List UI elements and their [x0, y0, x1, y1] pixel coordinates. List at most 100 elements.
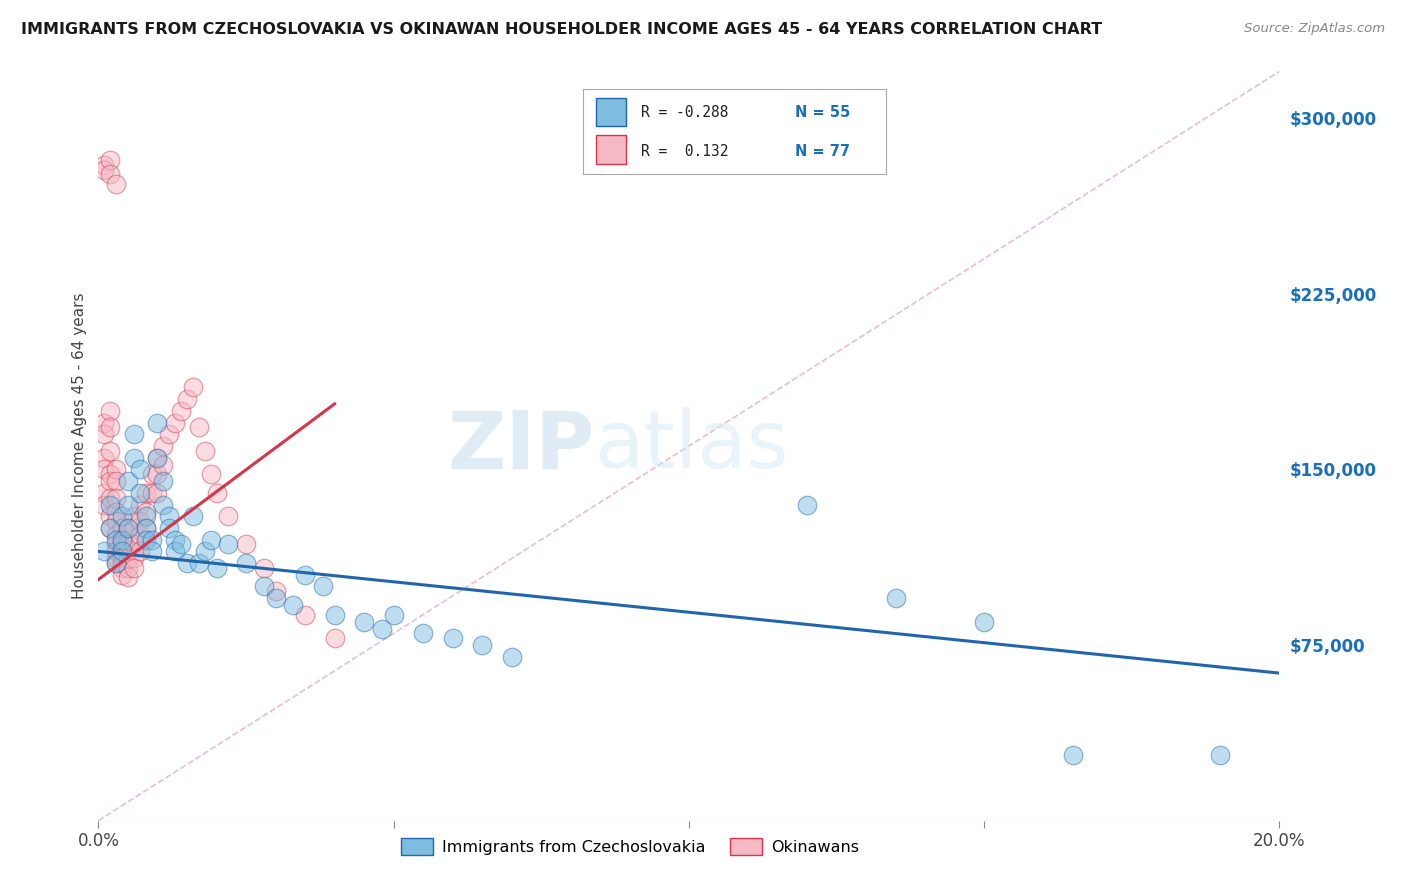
- Point: [146, 450, 169, 465]
- Point: [152, 458, 174, 472]
- Point: [93, 544, 115, 558]
- Point: [312, 580, 335, 594]
- Point: [98, 404, 121, 418]
- Point: [117, 521, 139, 535]
- Point: [105, 556, 128, 570]
- Point: [111, 567, 134, 582]
- Point: [181, 380, 204, 394]
- Point: [135, 485, 157, 500]
- Point: [111, 533, 134, 547]
- Point: [157, 521, 180, 535]
- Point: [323, 631, 346, 645]
- Point: [200, 467, 222, 482]
- Point: [884, 591, 907, 606]
- Point: [105, 537, 128, 551]
- Point: [501, 649, 523, 664]
- Point: [170, 404, 193, 418]
- Point: [128, 462, 150, 476]
- Point: [157, 509, 180, 524]
- Point: [117, 521, 139, 535]
- Point: [117, 537, 139, 551]
- Point: [253, 580, 276, 594]
- Point: [93, 498, 115, 512]
- Point: [205, 561, 228, 575]
- Point: [98, 521, 121, 535]
- Point: [973, 615, 995, 629]
- Point: [128, 485, 150, 500]
- Text: IMMIGRANTS FROM CZECHOSLOVAKIA VS OKINAWAN HOUSEHOLDER INCOME AGES 45 - 64 YEARS: IMMIGRANTS FROM CZECHOSLOVAKIA VS OKINAW…: [21, 22, 1102, 37]
- Point: [152, 474, 174, 488]
- Point: [111, 509, 134, 524]
- Point: [93, 450, 115, 465]
- Text: N = 77: N = 77: [796, 144, 851, 159]
- Point: [117, 551, 139, 566]
- Point: [353, 615, 375, 629]
- Point: [98, 474, 121, 488]
- Point: [1062, 747, 1084, 762]
- Point: [141, 485, 163, 500]
- Point: [176, 392, 198, 407]
- Point: [93, 462, 115, 476]
- Legend: Immigrants from Czechoslovakia, Okinawans: Immigrants from Czechoslovakia, Okinawan…: [394, 832, 866, 862]
- Point: [98, 443, 121, 458]
- Point: [323, 607, 346, 622]
- Point: [187, 420, 209, 434]
- Point: [264, 584, 287, 599]
- Y-axis label: Householder Income Ages 45 - 64 years: Householder Income Ages 45 - 64 years: [72, 293, 87, 599]
- Point: [117, 561, 139, 575]
- Point: [98, 521, 121, 535]
- Point: [235, 537, 257, 551]
- Point: [93, 162, 115, 177]
- Point: [98, 498, 121, 512]
- Point: [194, 443, 217, 458]
- Point: [98, 509, 121, 524]
- Point: [128, 528, 150, 542]
- Point: [111, 551, 134, 566]
- Point: [93, 427, 115, 442]
- Point: [122, 450, 145, 465]
- Point: [98, 491, 121, 505]
- Point: [98, 420, 121, 434]
- Point: [181, 509, 204, 524]
- Point: [135, 533, 157, 547]
- Point: [105, 544, 128, 558]
- Point: [105, 505, 128, 519]
- Point: [253, 561, 276, 575]
- Point: [117, 544, 139, 558]
- Point: [1209, 747, 1232, 762]
- Point: [152, 498, 174, 512]
- Point: [122, 427, 145, 442]
- Text: N = 55: N = 55: [796, 104, 851, 120]
- Point: [217, 509, 239, 524]
- Point: [294, 607, 316, 622]
- Point: [105, 533, 128, 547]
- Point: [111, 544, 134, 558]
- Point: [146, 485, 169, 500]
- Point: [194, 544, 217, 558]
- FancyBboxPatch shape: [596, 135, 626, 164]
- Point: [165, 544, 187, 558]
- Point: [217, 537, 239, 551]
- Text: ZIP: ZIP: [447, 407, 595, 485]
- Point: [105, 514, 128, 528]
- Point: [170, 537, 193, 551]
- Point: [98, 467, 121, 482]
- Point: [105, 177, 128, 191]
- Point: [412, 626, 434, 640]
- Point: [98, 153, 121, 168]
- Point: [128, 544, 150, 558]
- Point: [146, 416, 169, 430]
- Point: [122, 509, 145, 524]
- Point: [111, 521, 134, 535]
- Point: [117, 498, 139, 512]
- Point: [105, 528, 128, 542]
- Point: [105, 462, 128, 476]
- Point: [105, 556, 128, 570]
- Text: R = -0.288: R = -0.288: [641, 104, 728, 120]
- Point: [93, 158, 115, 172]
- Point: [146, 450, 169, 465]
- Point: [117, 570, 139, 584]
- Point: [111, 537, 134, 551]
- Point: [122, 561, 145, 575]
- Point: [200, 533, 222, 547]
